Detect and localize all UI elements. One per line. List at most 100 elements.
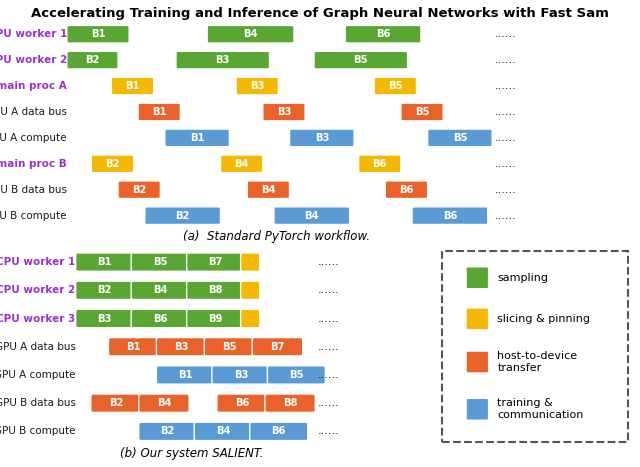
- FancyBboxPatch shape: [76, 253, 134, 271]
- FancyBboxPatch shape: [241, 253, 260, 271]
- Text: B3: B3: [276, 107, 291, 117]
- Text: GPU A data bus: GPU A data bus: [0, 107, 67, 117]
- Text: CPU worker 1: CPU worker 1: [0, 257, 76, 267]
- FancyBboxPatch shape: [467, 352, 488, 372]
- FancyBboxPatch shape: [131, 281, 189, 299]
- Text: GPU A compute: GPU A compute: [0, 133, 67, 143]
- Text: CPU worker 2: CPU worker 2: [0, 55, 67, 65]
- FancyBboxPatch shape: [138, 103, 180, 121]
- FancyBboxPatch shape: [92, 155, 134, 173]
- Text: B6: B6: [235, 398, 250, 408]
- FancyBboxPatch shape: [67, 25, 129, 43]
- FancyBboxPatch shape: [207, 25, 294, 43]
- FancyBboxPatch shape: [187, 253, 244, 271]
- Text: ......: ......: [318, 370, 340, 380]
- Text: B1: B1: [190, 133, 204, 143]
- FancyBboxPatch shape: [165, 129, 229, 147]
- Text: B2: B2: [109, 398, 124, 408]
- FancyBboxPatch shape: [289, 129, 354, 147]
- FancyBboxPatch shape: [131, 253, 189, 271]
- Text: B6: B6: [399, 185, 413, 195]
- Text: B6: B6: [376, 29, 390, 39]
- FancyBboxPatch shape: [401, 103, 444, 121]
- Text: B3: B3: [175, 342, 189, 352]
- Text: B2: B2: [85, 55, 100, 65]
- Text: B2: B2: [106, 159, 120, 169]
- FancyBboxPatch shape: [467, 399, 488, 419]
- Text: training &
communication: training & communication: [497, 398, 584, 420]
- FancyBboxPatch shape: [145, 207, 221, 225]
- Text: B2: B2: [175, 211, 190, 220]
- Text: B1: B1: [125, 81, 140, 91]
- Text: B8: B8: [209, 285, 223, 295]
- FancyBboxPatch shape: [217, 394, 268, 412]
- Text: CPU main proc B: CPU main proc B: [0, 159, 67, 169]
- FancyBboxPatch shape: [314, 51, 408, 69]
- Text: host-to-device
transfer: host-to-device transfer: [497, 351, 577, 373]
- FancyBboxPatch shape: [76, 281, 134, 299]
- FancyBboxPatch shape: [265, 394, 316, 412]
- Text: GPU B compute: GPU B compute: [0, 426, 76, 436]
- Text: CPU main proc A: CPU main proc A: [0, 81, 67, 91]
- Text: B7: B7: [209, 257, 223, 267]
- Text: B4: B4: [234, 159, 249, 169]
- Text: ......: ......: [495, 211, 516, 220]
- Text: B4: B4: [243, 29, 258, 39]
- Text: sampling: sampling: [497, 273, 548, 283]
- Bar: [442, 251, 628, 442]
- FancyBboxPatch shape: [187, 309, 244, 328]
- Text: ......: ......: [318, 285, 340, 295]
- FancyBboxPatch shape: [241, 309, 260, 328]
- FancyBboxPatch shape: [412, 207, 488, 225]
- FancyBboxPatch shape: [428, 129, 492, 147]
- FancyBboxPatch shape: [221, 155, 263, 173]
- Text: B3: B3: [97, 313, 112, 324]
- FancyBboxPatch shape: [108, 338, 159, 356]
- Text: GPU A compute: GPU A compute: [0, 370, 76, 380]
- Text: B4: B4: [157, 398, 172, 408]
- FancyBboxPatch shape: [268, 366, 325, 384]
- Text: B3: B3: [315, 133, 329, 143]
- FancyBboxPatch shape: [156, 366, 214, 384]
- Text: B6: B6: [271, 426, 286, 436]
- FancyBboxPatch shape: [467, 309, 488, 329]
- FancyBboxPatch shape: [156, 338, 207, 356]
- Text: ......: ......: [495, 133, 516, 143]
- FancyBboxPatch shape: [252, 338, 303, 356]
- Text: B1: B1: [152, 107, 166, 117]
- FancyBboxPatch shape: [467, 268, 488, 288]
- FancyBboxPatch shape: [204, 338, 255, 356]
- Text: (b) Our system SALIENT.: (b) Our system SALIENT.: [120, 447, 264, 460]
- Text: B2: B2: [132, 185, 147, 195]
- Text: B6: B6: [153, 313, 168, 324]
- Text: ......: ......: [495, 159, 516, 169]
- Text: ......: ......: [495, 81, 516, 91]
- Text: B5: B5: [415, 107, 429, 117]
- Text: ......: ......: [495, 29, 516, 39]
- Text: B1: B1: [97, 257, 112, 267]
- Text: B8: B8: [283, 398, 298, 408]
- Text: GPU B compute: GPU B compute: [0, 211, 67, 220]
- Text: ......: ......: [318, 313, 340, 324]
- FancyBboxPatch shape: [139, 394, 189, 412]
- Text: B4: B4: [305, 211, 319, 220]
- FancyBboxPatch shape: [194, 422, 252, 440]
- Text: B5: B5: [289, 370, 303, 380]
- FancyBboxPatch shape: [67, 51, 118, 69]
- FancyBboxPatch shape: [345, 25, 421, 43]
- Text: ......: ......: [495, 55, 516, 65]
- FancyBboxPatch shape: [274, 207, 349, 225]
- Text: B2: B2: [161, 426, 175, 436]
- Text: B5: B5: [452, 133, 467, 143]
- Text: B1: B1: [91, 29, 106, 39]
- FancyBboxPatch shape: [118, 181, 161, 198]
- Text: B5: B5: [222, 342, 237, 352]
- Text: (a)  Standard PyTorch workflow.: (a) Standard PyTorch workflow.: [182, 230, 370, 243]
- Text: ......: ......: [318, 398, 340, 408]
- Text: GPU B data bus: GPU B data bus: [0, 185, 67, 195]
- Text: B6: B6: [443, 211, 457, 220]
- Text: B3: B3: [250, 81, 264, 91]
- Text: CPU worker 1: CPU worker 1: [0, 29, 67, 39]
- Text: B1: B1: [178, 370, 193, 380]
- FancyBboxPatch shape: [139, 422, 196, 440]
